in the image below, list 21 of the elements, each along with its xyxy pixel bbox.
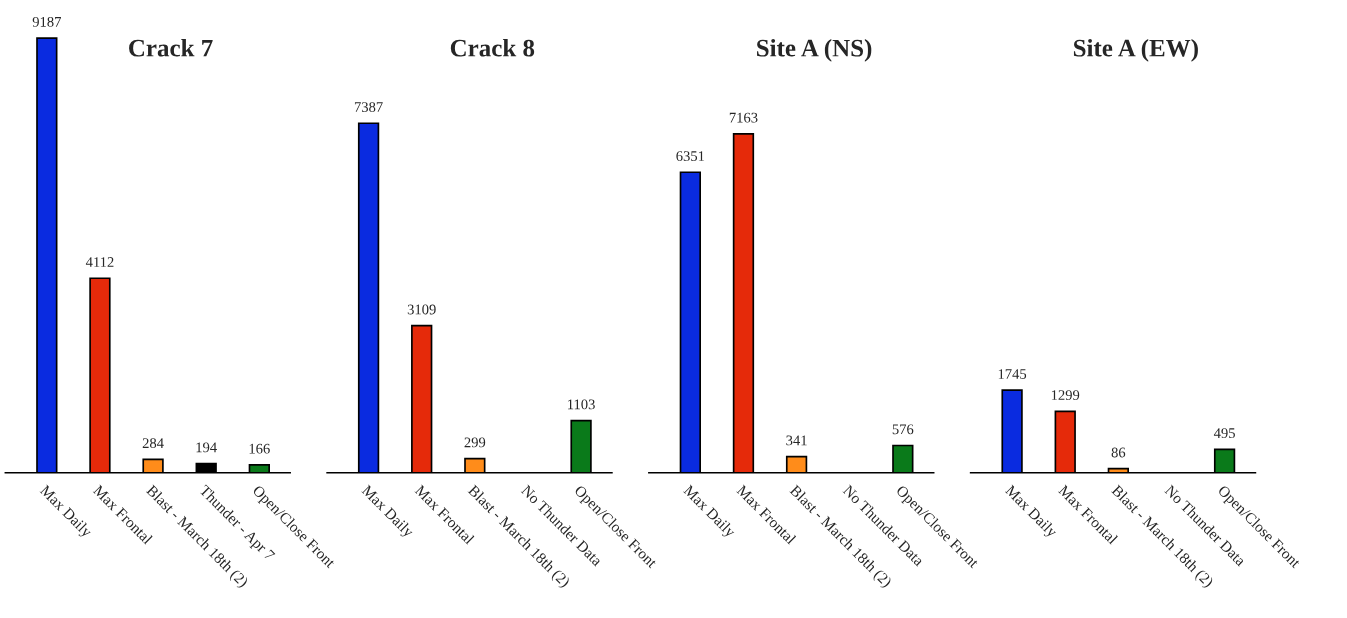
data-label: 86 (1111, 447, 1126, 458)
data-label: 299 (464, 437, 486, 448)
chart-title: Site A (NS) (757, 39, 872, 62)
chart-title: Crack 7 (129, 39, 213, 57)
data-label: 1103 (568, 399, 595, 410)
data-label: 194 (196, 442, 217, 453)
data-label: 4112 (85, 257, 114, 267)
data-label: 1299 (1051, 390, 1080, 401)
data-label: 495 (1213, 428, 1235, 439)
data-label: 9187 (32, 16, 61, 27)
data-label: 7163 (729, 112, 758, 123)
data-label: 576 (892, 424, 914, 435)
data-label: 341 (786, 435, 807, 446)
chart-title: Crack 8 (450, 39, 535, 57)
chart-title: Site A (EW) (1073, 39, 1198, 62)
data-label: 166 (249, 443, 270, 454)
data-label: 6351 (676, 151, 705, 161)
data-label: 284 (142, 438, 164, 449)
data-label: 3109 (407, 304, 436, 315)
data-label: 1745 (998, 369, 1027, 379)
data-label: 7387 (354, 102, 383, 112)
